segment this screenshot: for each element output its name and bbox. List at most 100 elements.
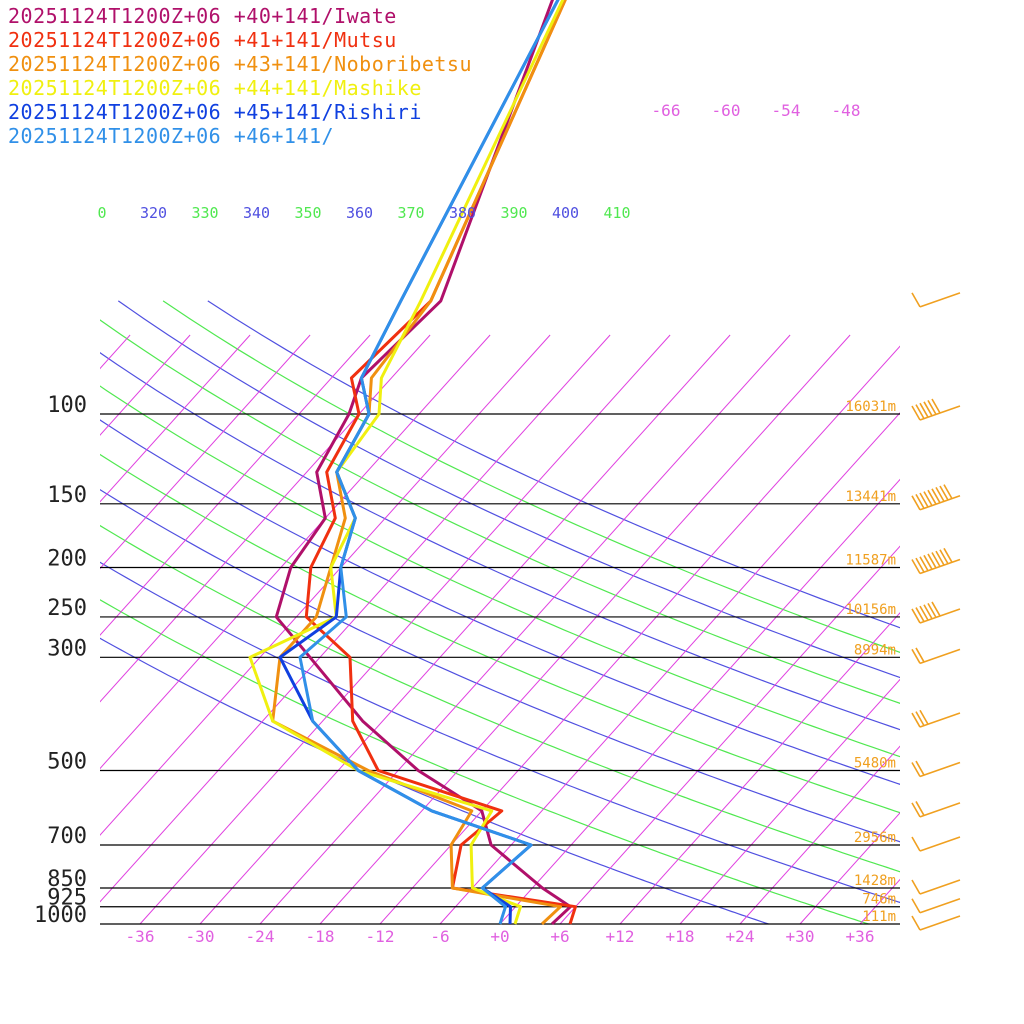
height-label-500: 5480m (854, 755, 896, 771)
theta-label-390: 390 (500, 204, 527, 222)
profile-line-5 (298, 0, 560, 925)
isotherm-label: -54 (772, 101, 801, 120)
dry-adiabat-420 (207, 300, 900, 629)
wind-barb-60 (911, 292, 961, 308)
pressure-label-500: 500 (47, 749, 87, 774)
isotherm-line (799, 812, 900, 925)
x-tick-label: +36 (846, 927, 875, 946)
height-label-200: 11587m (845, 553, 896, 569)
isotherm-line (679, 678, 900, 925)
theta-label-310: 0 (97, 204, 106, 222)
legend-entry-46n141e: 20251124T1200Z+06 +46+141/ (8, 124, 335, 148)
wind-barb-1000 (911, 915, 961, 931)
height-label-1000: 111m (862, 909, 896, 925)
pressure-label-200: 200 (47, 547, 87, 572)
x-tick-label: -6 (430, 927, 449, 946)
pressure-label-925: 925 (47, 886, 87, 911)
isotherm-label: -48 (832, 101, 861, 120)
theta-label-340: 340 (243, 204, 270, 222)
theta-label-400: 400 (552, 204, 579, 222)
isotherm-line (619, 612, 900, 925)
pressure-label-1000: 1000 (34, 903, 87, 928)
dry-adiabat-330 (100, 524, 900, 873)
wind-barb-500 (911, 760, 961, 778)
theta-label-320: 320 (140, 204, 167, 222)
profiles (248, 0, 577, 925)
height-label-925: 746m (862, 892, 896, 908)
profile-line-1 (304, 0, 577, 925)
theta-label-330: 330 (191, 204, 218, 222)
isotherm-line (559, 545, 900, 925)
height-label-250: 10156m (845, 602, 896, 618)
legend: 20251124T1200Z+06 +40+141/Iwate 20251124… (8, 4, 472, 148)
dry-adiabat-300 (100, 637, 769, 925)
pressure-label-700: 700 (47, 824, 87, 849)
height-label-700: 2956m (854, 830, 896, 846)
profile-line-2 (271, 0, 567, 925)
height-label-300: 8994m (854, 642, 896, 658)
wind-barb-400 (911, 709, 961, 728)
dry-adiabat-340 (100, 488, 900, 843)
isotherm-label: -60 (712, 101, 741, 120)
profile-line-0 (274, 0, 572, 925)
x-tick-label: -30 (186, 927, 215, 946)
isotherm-line (100, 334, 491, 770)
x-tick-label: -18 (306, 927, 335, 946)
wind-barbs (911, 292, 961, 931)
x-tick-label: +30 (786, 927, 815, 946)
dry-adiabat-370 (100, 385, 900, 758)
isotherm-label: -66 (652, 101, 681, 120)
height-label-100: 16031m (845, 399, 896, 415)
isotherm-line (499, 478, 900, 925)
isotherm-line (259, 334, 791, 925)
pressure-lines (100, 413, 900, 925)
pressure-label-250: 250 (47, 596, 87, 621)
isotherm-line (100, 334, 431, 703)
isotherm-line (379, 345, 900, 925)
wind-barb-150 (911, 484, 961, 511)
x-tick-label: +18 (666, 927, 695, 946)
theta-label-360: 360 (346, 204, 373, 222)
isotherm-line (100, 334, 191, 436)
isotherm-line (100, 334, 611, 903)
dry-adiabat-410 (162, 300, 900, 653)
height-label-150: 13441m (845, 489, 896, 505)
pressure-label-150: 150 (47, 483, 87, 508)
x-tick-label: +6 (550, 927, 569, 946)
legend-entry-mashike: 20251124T1200Z+06 +44+141/Mashike (8, 76, 422, 100)
isotherm-line (199, 334, 731, 925)
pressure-label-100: 100 (47, 393, 87, 418)
x-tick-label: +0 (490, 927, 509, 946)
x-tick-label: +12 (606, 927, 635, 946)
theta-label-410: 410 (603, 204, 630, 222)
dry-adiabat-380 (100, 352, 900, 731)
x-tick-label: -12 (366, 927, 395, 946)
wind-barb-850 (911, 879, 961, 895)
wind-barb-925 (911, 897, 961, 914)
isotherm-line (439, 412, 900, 925)
axis-labels: 100 16031m 150 13441m 200 11587m 250 10156m 300 8… (34, 101, 896, 946)
theta-label-370: 370 (397, 204, 424, 222)
isotherm-line (100, 334, 251, 503)
isotherm-line (100, 334, 371, 636)
pressure-label-850: 850 (47, 867, 87, 892)
legend-entry-rishiri: 20251124T1200Z+06 +45+141/Rishiri (8, 100, 422, 124)
theta-label-380: 380 (449, 204, 476, 222)
theta-label-350: 350 (294, 204, 321, 222)
wind-barb-250 (911, 601, 961, 624)
wind-barb-700 (911, 836, 961, 852)
wind-barb-200 (911, 547, 961, 575)
x-tick-label: -36 (126, 927, 155, 946)
dry-adiabat-310 (100, 599, 869, 925)
wind-barb-100 (911, 398, 961, 421)
legend-entry-noboribetsu: 20251124T1200Z+06 +43+141/Noboribetsu (8, 52, 473, 76)
isotherm-line (319, 334, 851, 925)
isotherm-line (0, 335, 10, 924)
x-tick-label: -24 (246, 927, 275, 946)
pressure-label-300: 300 (47, 636, 87, 661)
dry-adiabat-360 (100, 419, 900, 785)
isotherm-line (739, 745, 900, 925)
isotherms (0, 334, 900, 925)
dry-adiabat-390 (100, 319, 900, 704)
